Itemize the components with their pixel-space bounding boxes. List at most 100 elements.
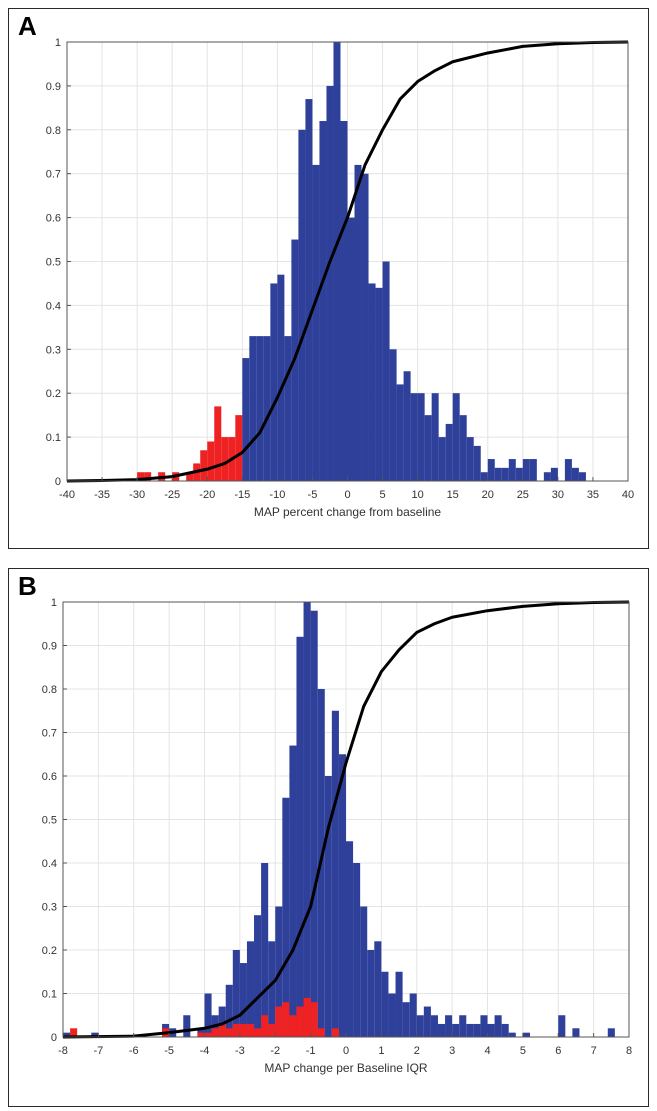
histogram-bar	[338, 754, 346, 1037]
y-tick-label: 0	[55, 476, 61, 488]
histogram-bar	[403, 371, 411, 481]
histogram-bar	[402, 1002, 410, 1037]
histogram-bar	[353, 863, 361, 1037]
x-tick-label: -5	[308, 489, 318, 501]
histogram-bar	[494, 467, 502, 481]
histogram-bar	[204, 1032, 212, 1037]
histogram-bar	[466, 1023, 474, 1037]
histogram-bar	[263, 336, 271, 481]
histogram-bar	[249, 336, 257, 481]
histogram-bar	[319, 121, 327, 482]
histogram-bar	[284, 336, 292, 481]
x-tick-label: -30	[129, 489, 145, 501]
x-axis-label: MAP percent change from baseline	[254, 505, 442, 519]
x-tick-label: 40	[622, 489, 634, 501]
y-tick-label: 0.1	[46, 432, 61, 444]
x-tick-label: 0	[343, 1045, 349, 1057]
histogram-bar	[232, 1023, 240, 1037]
x-tick-label: -25	[164, 489, 180, 501]
x-tick-label: 2	[414, 1045, 420, 1057]
histogram-bar	[459, 1015, 467, 1037]
histogram-bar	[607, 1028, 615, 1037]
cumulative-line	[66, 40, 629, 483]
histogram-bar	[395, 971, 403, 1037]
x-tick-label: 30	[552, 489, 564, 501]
x-tick-label: -35	[94, 489, 110, 501]
x-tick-label: 5	[520, 1045, 526, 1057]
histogram-bar	[437, 1023, 446, 1037]
histogram-bar	[246, 1023, 255, 1037]
histogram-bar	[452, 1023, 460, 1037]
x-tick-label: -1	[306, 1045, 316, 1057]
histogram-bar	[207, 441, 215, 481]
cumulative-line	[62, 600, 630, 1039]
y-tick-label: 0.5	[42, 815, 57, 827]
y-tick-label: 0.4	[42, 858, 57, 870]
histogram-bar	[508, 459, 516, 481]
x-tick-label: -7	[93, 1045, 103, 1057]
histogram-bar	[324, 776, 332, 1037]
histogram-bar	[225, 984, 233, 1037]
chart-a: -40 -35 -30 -25 -20 -15 -10 -5 0 5 10 15 20 25 30 35 400…	[46, 37, 634, 519]
y-tick-label: 0.3	[46, 344, 61, 356]
y-tick-label: 1	[51, 597, 57, 609]
histogram-bar	[501, 467, 509, 481]
histogram-bar	[256, 336, 264, 481]
histogram-bar	[204, 993, 212, 1037]
panel-a: A -40 -35 -30 -25 -20 -15 -10 -5 0 5 10 15 20 25 30 35 4…	[8, 8, 649, 549]
histogram-bar	[303, 997, 311, 1037]
histogram-bar	[214, 406, 222, 481]
histogram-bar	[331, 1028, 339, 1037]
histogram-bar	[572, 1028, 580, 1037]
x-tick-label: -5	[164, 1045, 174, 1057]
x-tick-label: 8	[626, 1045, 632, 1057]
x-tick-label: 15	[447, 489, 459, 501]
histogram-bar	[331, 710, 339, 1037]
histogram-bar	[298, 129, 306, 482]
histogram-bar	[282, 797, 290, 1037]
histogram-bar	[218, 1006, 226, 1037]
histogram-bar	[137, 472, 145, 481]
histogram-bar	[326, 85, 334, 482]
x-tick-label: -8	[58, 1045, 68, 1057]
histogram-bar	[303, 602, 311, 1037]
histogram-bar	[564, 459, 572, 481]
x-tick-label: 7	[591, 1045, 597, 1057]
histogram-bar	[487, 1023, 495, 1037]
x-tick-label: 25	[517, 489, 529, 501]
histogram-bar	[268, 1023, 276, 1037]
y-tick-label: 0.8	[46, 125, 61, 137]
x-tick-label: 1	[378, 1045, 384, 1057]
panel-b: B -8 -7 -6 -5 -4 -3 -2 -1 0 1 2 3 4 5 6 7 8 0 0.1 0.2 0.3 0.4…	[8, 568, 649, 1107]
histogram-bar	[445, 423, 453, 481]
histogram-bar	[347, 217, 355, 481]
histogram-bar	[494, 1015, 502, 1037]
histogram-bar	[144, 472, 152, 481]
histogram-bar	[186, 472, 194, 481]
histogram-bar	[200, 450, 208, 481]
histogram-bar	[235, 415, 243, 481]
histogram-bar	[410, 393, 418, 481]
y-tick-label: 0.5	[46, 257, 61, 269]
histogram-bar	[254, 915, 262, 1037]
histogram-bar	[183, 1015, 191, 1037]
histogram-bar	[239, 963, 247, 1037]
histogram-bar	[333, 42, 341, 481]
x-tick-label: 6	[555, 1045, 561, 1057]
histogram-bar	[416, 1015, 424, 1037]
x-axis-label: MAP change per Baseline IQR	[264, 1061, 428, 1075]
histogram-bar	[242, 358, 250, 481]
x-tick-label: -10	[269, 489, 285, 501]
histogram-bar	[367, 950, 375, 1037]
histogram-bar	[91, 1032, 99, 1037]
x-tick-label: -3	[235, 1045, 245, 1057]
histogram-bar	[375, 287, 383, 481]
histogram-bar	[310, 1002, 318, 1037]
histogram-bar	[508, 1032, 516, 1037]
histogram-bar	[368, 283, 376, 481]
histogram-bar	[239, 1023, 247, 1037]
histogram-bar	[389, 349, 397, 481]
histogram-bar	[409, 993, 417, 1037]
histogram-bar	[289, 745, 297, 1037]
y-tick-label: 0.3	[42, 902, 57, 914]
